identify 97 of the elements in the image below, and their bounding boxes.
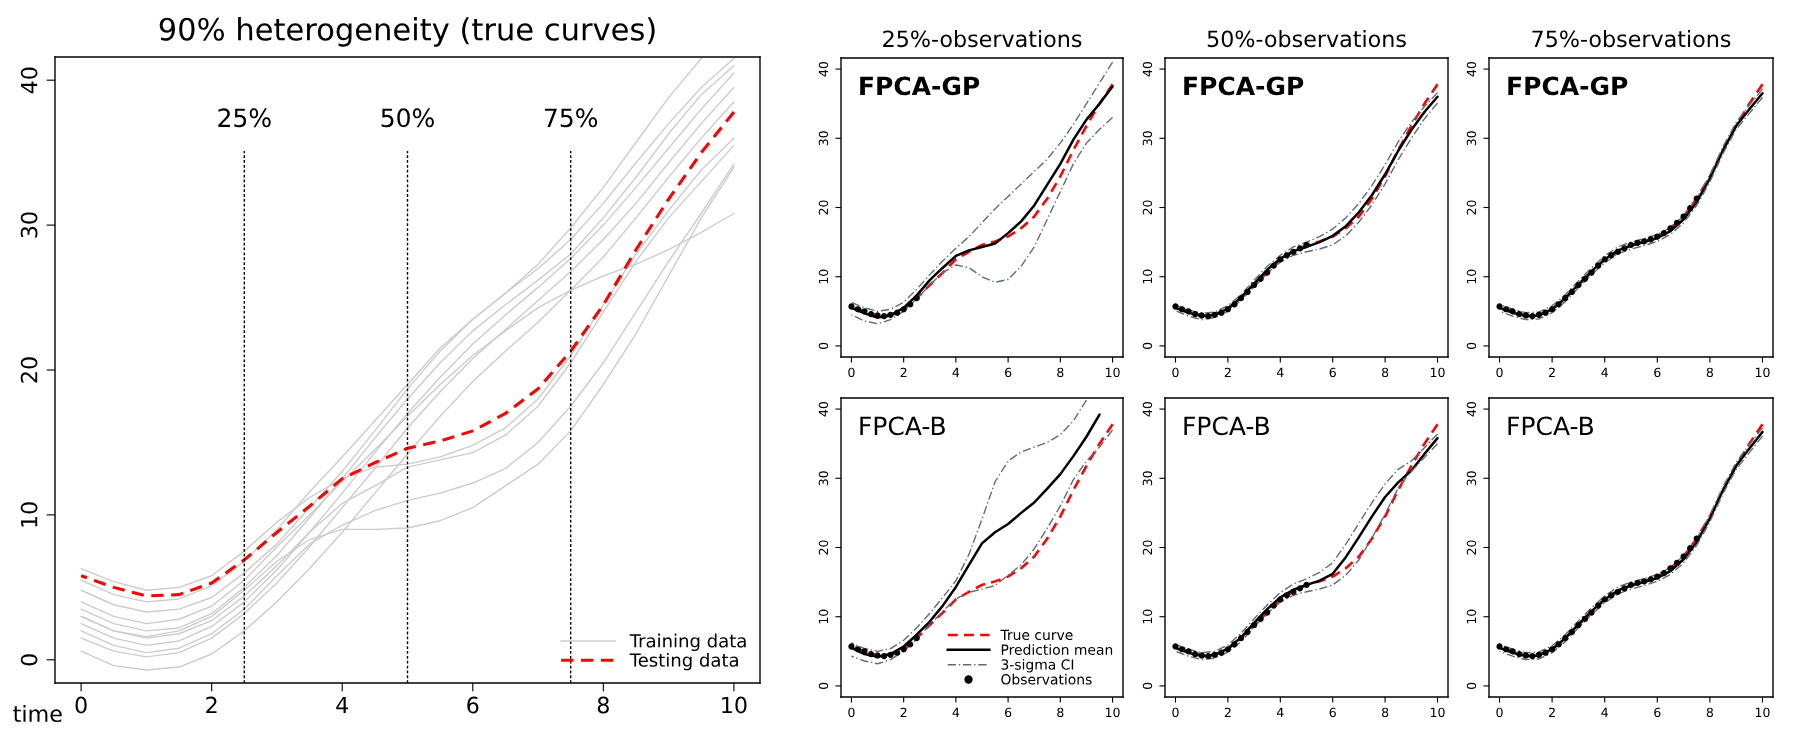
x-tick-label: 8	[1706, 367, 1714, 378]
y-tick-label: 40	[1466, 401, 1477, 417]
legend-label: True curve	[1000, 629, 1073, 641]
x-tick-label: 6	[1005, 707, 1012, 718]
annotation: FPCA-B	[860, 416, 945, 436]
x-tick-label: 4	[1276, 707, 1284, 717]
x-tick-label: 6	[1654, 367, 1661, 378]
x-tick-label: 0	[1496, 367, 1503, 378]
y-tick-label: 20	[1142, 200, 1153, 215]
y-tick-label: 40	[20, 67, 38, 94]
x-tick-label: 2	[1549, 367, 1555, 377]
x-tick-label: 0	[848, 707, 855, 718]
y-tick-label: 10	[20, 502, 38, 527]
x-axis-title: time	[13, 704, 62, 723]
x-tick-label: 8	[1057, 367, 1064, 378]
x-tick-label: 6	[1654, 707, 1661, 718]
y-tick-label: 40	[1466, 61, 1477, 77]
y-tick-label: 20	[818, 200, 829, 215]
x-tick-label: 2	[1549, 707, 1555, 717]
x-tick-label: 4	[336, 696, 349, 714]
y-tick-label: 20	[1466, 200, 1477, 215]
x-tick-label: 0	[1172, 367, 1179, 378]
legend-label: 3-sigma CI	[1001, 659, 1074, 673]
x-tick-label: 6	[1329, 707, 1336, 718]
x-tick-label: 4	[1601, 367, 1608, 377]
x-tick-label: 8	[1381, 707, 1389, 718]
x-tick-label: 2	[206, 696, 217, 714]
y-tick-label: 0	[1142, 342, 1153, 350]
annotation: 25%	[218, 108, 271, 128]
y-tick-label: 40	[1142, 401, 1153, 417]
annotation: FPCA-B	[1508, 416, 1593, 436]
x-tick-label: 10	[1105, 367, 1120, 378]
x-tick-label: 4	[1276, 367, 1284, 377]
x-tick-label: 10	[1755, 707, 1770, 718]
y-tick-label: 10	[818, 269, 829, 284]
y-tick-label: 30	[1142, 471, 1153, 486]
y-tick-label: 20	[20, 357, 38, 383]
y-tick-label: 20	[1142, 540, 1153, 555]
x-tick-label: 10	[1755, 367, 1770, 378]
x-tick-label: 2	[1224, 367, 1231, 377]
x-tick-label: 10	[722, 696, 747, 714]
x-tick-label: 10	[1105, 707, 1120, 718]
x-tick-label: 10	[1430, 367, 1445, 378]
y-tick-label: 30	[1466, 131, 1477, 146]
y-tick-label: 0	[20, 654, 38, 666]
annotation: FPCA-GP	[1184, 76, 1304, 96]
y-tick-label: 10	[1466, 609, 1477, 624]
annotation: FPCA-GP	[860, 76, 980, 96]
x-tick-label: 0	[1496, 707, 1503, 718]
x-tick-label: 2	[900, 367, 907, 377]
x-tick-label: 0	[1172, 707, 1179, 718]
y-tick-label: 30	[1466, 471, 1477, 486]
annotation: FPCA-GP	[1508, 76, 1628, 96]
x-tick-label: 6	[467, 696, 479, 714]
y-tick-label: 30	[20, 212, 38, 238]
y-tick-label: 0	[818, 342, 829, 350]
x-tick-label: 10	[1430, 707, 1445, 718]
chart-title: 25%-observations	[883, 30, 1082, 48]
legend-label: Testing data	[629, 652, 738, 671]
y-tick-label: 10	[1142, 609, 1153, 624]
y-tick-label: 0	[1466, 682, 1477, 690]
legend-label: Observations	[1001, 673, 1092, 685]
x-tick-label: 2	[1224, 707, 1231, 717]
legend-label: Training data	[629, 633, 746, 652]
x-tick-label: 8	[1057, 707, 1064, 718]
annotation: 75%	[544, 108, 598, 128]
y-tick-label: 10	[1142, 269, 1153, 284]
y-tick-label: 0	[1142, 682, 1153, 690]
chart-title: 75%-observations	[1532, 30, 1731, 48]
x-tick-label: 0	[75, 696, 87, 714]
x-tick-label: 2	[900, 707, 907, 717]
x-tick-label: 8	[1706, 707, 1714, 718]
y-tick-label: 40	[818, 401, 829, 417]
x-tick-label: 4	[1601, 707, 1608, 717]
y-tick-label: 0	[1466, 342, 1477, 350]
annotation: FPCA-B	[1184, 416, 1269, 436]
y-tick-label: 30	[818, 471, 829, 486]
y-tick-label: 20	[1466, 540, 1477, 555]
x-tick-label: 8	[1381, 367, 1389, 378]
y-tick-label: 30	[1142, 131, 1153, 146]
legend-label: Prediction mean	[1001, 644, 1113, 655]
x-tick-label: 0	[848, 367, 855, 378]
y-tick-label: 40	[818, 61, 829, 77]
y-tick-label: 0	[818, 682, 829, 690]
x-tick-label: 8	[597, 696, 609, 714]
x-tick-label: 4	[952, 367, 960, 377]
x-tick-label: 4	[952, 707, 960, 717]
chart-title: 50%-observations	[1207, 30, 1406, 48]
y-tick-label: 30	[818, 131, 829, 146]
annotation: 50%	[381, 108, 434, 128]
y-tick-label: 20	[818, 540, 829, 555]
x-tick-label: 6	[1329, 367, 1336, 378]
y-tick-label: 40	[1142, 61, 1153, 77]
chart-title: 90% heterogeneity (true curves)	[159, 17, 655, 47]
x-tick-label: 6	[1005, 367, 1012, 378]
y-tick-label: 10	[1466, 269, 1477, 284]
y-tick-label: 10	[818, 609, 829, 624]
